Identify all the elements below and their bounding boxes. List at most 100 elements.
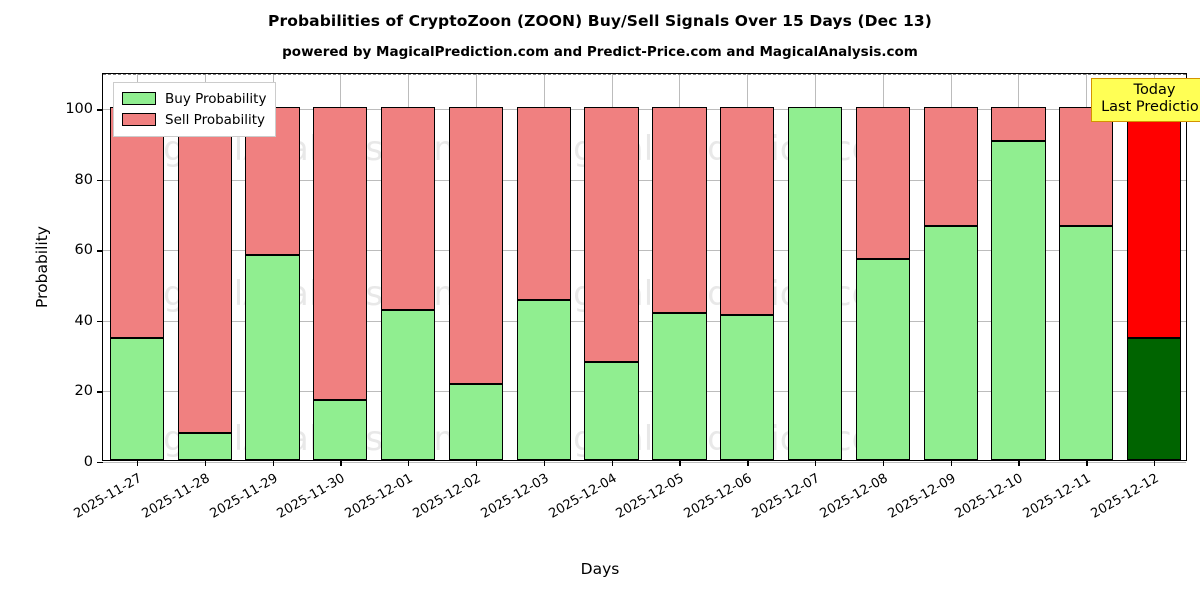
bar-group[interactable] (245, 72, 300, 460)
bar-segment-buy[interactable] (1126, 338, 1182, 460)
x-axis-tick-label: 2025-12-02 (410, 471, 484, 522)
x-axis-tick-label: 2025-11-27 (71, 471, 145, 522)
x-axis-tick-mark (815, 460, 817, 466)
bar-segment-buy[interactable] (313, 400, 368, 460)
bar-segment-sell[interactable] (448, 107, 504, 385)
y-axis-tick-label: 0 (83, 454, 93, 470)
bar-group[interactable] (787, 72, 843, 460)
bar-segment-sell[interactable] (381, 107, 436, 311)
threshold-dashed-line (103, 74, 1186, 75)
x-axis-tick-mark (611, 460, 613, 466)
x-axis-tick-label: 2025-11-28 (139, 471, 213, 522)
x-axis-tick-label: 2025-12-01 (342, 471, 416, 522)
gridline-horizontal (103, 391, 1186, 393)
x-axis-tick-mark (204, 460, 207, 466)
bar-group[interactable] (516, 72, 571, 460)
bar-segment-sell[interactable] (923, 107, 978, 227)
bars-layer (103, 74, 1186, 460)
plot-area: MagicalAnalysis.comMagicalPrediction.com… (65, 73, 1187, 522)
legend-item-buy: Buy Probability (122, 88, 266, 109)
x-axis-tick-mark (950, 460, 952, 466)
y-axis-tick-mark (97, 250, 103, 252)
bar-segment-buy[interactable] (1059, 226, 1114, 460)
y-axis-tick-mark (97, 109, 103, 111)
bar-segment-sell[interactable] (109, 107, 165, 339)
bar-segment-buy[interactable] (177, 433, 232, 460)
bar-segment-buy[interactable] (652, 312, 707, 460)
bar-segment-buy[interactable] (381, 310, 436, 460)
bar-segment-buy[interactable] (991, 140, 1046, 460)
annotation-line-2: Last Prediction (1101, 99, 1200, 116)
y-axis-tick-label: 80 (74, 171, 93, 188)
bar-segment-sell[interactable] (584, 107, 639, 362)
x-axis-tick-mark (1018, 460, 1020, 466)
gridline-horizontal (103, 320, 1186, 322)
y-axis-tick-mark (97, 179, 103, 182)
today-last-prediction-annotation: Today Last Prediction (1091, 78, 1200, 123)
bar-segment-sell[interactable] (720, 107, 775, 315)
bar-group[interactable] (923, 72, 978, 460)
x-axis-tick-label: 2025-12-06 (681, 471, 755, 522)
bar-segment-sell[interactable] (1059, 107, 1114, 227)
bar-group[interactable] (720, 72, 775, 460)
x-axis-tick-mark (272, 460, 274, 466)
bar-group[interactable] (313, 72, 368, 460)
bar-segment-sell[interactable] (177, 107, 232, 434)
bar-segment-sell[interactable] (991, 107, 1046, 141)
x-axis-tick-label: 2025-12-12 (1088, 471, 1162, 522)
chart-subtitle: powered by MagicalPrediction.com and Pre… (282, 44, 918, 60)
bar-segment-sell[interactable] (516, 107, 571, 300)
legend-swatch-buy (122, 92, 156, 105)
x-axis-tick-mark (1154, 460, 1156, 466)
bar-segment-buy[interactable] (923, 226, 978, 460)
bar-segment-buy[interactable] (448, 384, 504, 460)
bar-group[interactable] (177, 72, 232, 460)
bar-segment-buy[interactable] (516, 299, 571, 460)
x-axis-tick-mark (747, 460, 749, 466)
y-axis-tick-label: 40 (74, 312, 93, 329)
legend-item-sell: Sell Probability (122, 109, 266, 130)
bar-group[interactable] (381, 72, 436, 460)
bar-segment-buy[interactable] (245, 255, 300, 460)
bar-segment-sell[interactable] (313, 107, 368, 401)
y-axis-tick-label: 100 (65, 101, 93, 118)
x-axis-tick-mark (136, 460, 139, 466)
chart-title: Probabilities of CryptoZoon (ZOON) Buy/S… (268, 12, 932, 30)
gridline-horizontal (103, 179, 1186, 181)
bar-segment-buy[interactable] (720, 314, 775, 460)
x-axis-tick-label: 2025-12-10 (953, 471, 1026, 522)
legend-swatch-sell (122, 113, 156, 126)
annotation-line-1: Today (1133, 82, 1176, 98)
gridline-horizontal (103, 250, 1186, 252)
bar-segment-buy[interactable] (109, 338, 165, 460)
x-axis-tick-label: 2025-11-30 (274, 471, 348, 522)
bar-group[interactable] (448, 72, 504, 460)
bar-group[interactable] (1126, 72, 1182, 460)
bar-group[interactable] (584, 72, 639, 460)
bar-group[interactable] (1059, 72, 1114, 460)
x-axis-tick-mark (1086, 460, 1088, 466)
legend-label-sell: Sell Probability (165, 111, 266, 128)
bar-segment-buy[interactable] (855, 259, 910, 460)
bar-group[interactable] (652, 72, 707, 460)
bar-group[interactable] (109, 72, 165, 460)
bar-group[interactable] (855, 72, 910, 460)
x-axis-tick-label: 2025-11-29 (207, 471, 281, 522)
y-axis-tick-mark (97, 320, 103, 323)
x-axis-tick-label: 2025-12-04 (546, 471, 620, 522)
y-axis-tick-mark (97, 391, 103, 393)
x-axis-tick-label: 2025-12-03 (478, 471, 552, 522)
x-axis-tick-mark (475, 460, 478, 466)
bar-segment-sell[interactable] (855, 107, 910, 260)
y-axis-tick-label: 20 (74, 383, 93, 400)
legend-label-buy: Buy Probability (165, 90, 267, 107)
bar-segment-buy[interactable] (787, 107, 843, 460)
x-axis-tick-mark (408, 460, 410, 466)
bar-segment-buy[interactable] (584, 361, 639, 460)
x-axis-tick-mark (543, 460, 546, 466)
bar-group[interactable] (991, 72, 1046, 460)
bar-segment-sell[interactable] (1126, 107, 1182, 339)
x-axis-tick-label: 2025-12-08 (817, 471, 891, 522)
bar-segment-sell[interactable] (652, 107, 707, 313)
